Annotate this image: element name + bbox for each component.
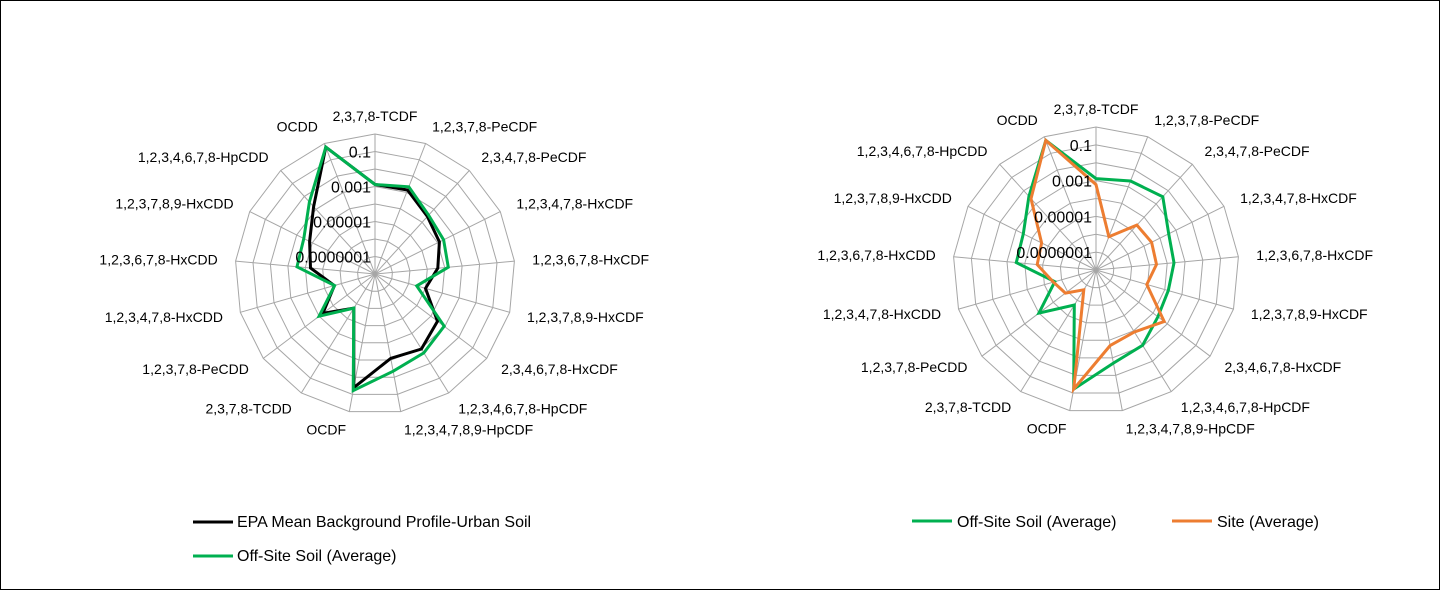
- category-label: 2,3,4,7,8-PeCDF: [1205, 143, 1310, 159]
- axis-spoke: [1095, 256, 1239, 271]
- axis-spoke: [1095, 163, 1193, 271]
- legend-label: Off-Site Soil (Average): [237, 548, 396, 565]
- category-label: 2,3,7,8-TCDD: [925, 399, 1011, 415]
- category-label: 1,2,3,4,7,8-HxCDD: [823, 306, 941, 322]
- axis-spoke: [374, 273, 488, 359]
- grid-ring: [1042, 215, 1150, 324]
- category-label: 1,2,3,7,8-PeCDD: [861, 359, 968, 375]
- legend-item: Off-Site Soil (Average): [912, 514, 1116, 531]
- radar-chart-2: 2,3,7,8-TCDF 1,2,3,7,8-PeCDF 2,3,4,7,8-PeC…: [817, 101, 1373, 531]
- legend-label: EPA Mean Background Profile-Urban Soil: [237, 514, 531, 531]
- axis-spoke: [1095, 269, 1234, 310]
- category-label: 1,2,3,4,6,7,8-HpCDD: [138, 149, 269, 165]
- category-label: 1,2,3,7,8,9-HxCDF: [1251, 306, 1368, 322]
- series-line: [1014, 137, 1176, 392]
- grid-ring: [1006, 180, 1186, 359]
- category-label: 1,2,3,4,7,8-HxCDF: [516, 196, 633, 212]
- legend-item: Site (Average): [1172, 514, 1319, 531]
- category-label: 1,2,3,7,8-PeCDD: [142, 361, 249, 377]
- category-label: 1,2,3,7,8-PeCDF: [432, 119, 537, 135]
- tick-label: 0.1: [1070, 138, 1092, 155]
- tick-label: 0.00001: [313, 215, 371, 232]
- category-label: 1,2,3,7,8,9-HxCDF: [527, 309, 644, 325]
- category-label: 1,2,3,4,7,8-HxCDD: [105, 309, 223, 325]
- tick-label: 0.1: [349, 145, 371, 162]
- axis-spoke: [374, 170, 470, 275]
- series-line: [1029, 137, 1167, 394]
- series-line: [295, 144, 450, 394]
- axis-spoke: [1095, 136, 1149, 271]
- grid-ring: [322, 220, 428, 327]
- grid-ring: [269, 168, 481, 378]
- axis-spoke: [374, 211, 501, 275]
- axis-spoke: [958, 269, 1097, 310]
- grid-ring: [339, 238, 411, 309]
- tick-label: 0.00001: [1034, 209, 1092, 226]
- axis-spoke: [1095, 269, 1123, 411]
- grid-ring: [304, 203, 446, 344]
- category-label: 1,2,3,7,8,9-HxCDD: [115, 196, 233, 212]
- tick-label: 0.0000001: [1016, 245, 1092, 262]
- tick-label: 0.001: [331, 180, 371, 197]
- grid-ring: [235, 133, 515, 413]
- category-label: 1,2,3,6,7,8-HxCDD: [99, 251, 217, 267]
- category-label: 1,2,3,6,7,8-HxCDF: [532, 251, 649, 267]
- category-label: OCDF: [1027, 420, 1067, 436]
- category-label: OCDD: [277, 119, 318, 135]
- axis-spoke: [374, 143, 427, 275]
- category-label: 1,2,3,4,7,8-HxCDF: [1240, 190, 1357, 206]
- category-label: 1,2,3,4,6,7,8-HpCDF: [1181, 399, 1310, 415]
- legend-item: Off-Site Soil (Average): [193, 548, 396, 565]
- grid-ring: [252, 150, 498, 395]
- category-label: 1,2,3,4,6,7,8-HpCDF: [458, 400, 587, 416]
- legend-item: EPA Mean Background Profile-Urban Soil: [193, 514, 531, 531]
- category-label: 2,3,4,6,7,8-HxCDF: [1225, 359, 1342, 375]
- grid-ring: [1059, 233, 1133, 306]
- category-label: 2,3,7,8-TCDD: [205, 400, 291, 416]
- grid-ring: [1024, 197, 1168, 341]
- category-label: 2,3,4,6,7,8-HxCDF: [501, 361, 618, 377]
- category-label: OCDF: [306, 421, 346, 437]
- category-label: 1,2,3,4,7,8,9-HpCDF: [404, 421, 533, 437]
- grid-ring: [970, 144, 1222, 394]
- axis-spoke: [235, 260, 376, 275]
- category-label: OCDD: [997, 112, 1038, 128]
- grid-ring: [357, 255, 393, 292]
- legend-label: Site (Average): [1217, 514, 1319, 531]
- category-label: 1,2,3,7,8-PeCDF: [1154, 112, 1259, 128]
- category-label: 1,2,3,6,7,8-HxCDF: [1256, 247, 1373, 263]
- axis-spoke: [374, 260, 515, 275]
- axis-spoke: [280, 170, 376, 275]
- axis-spoke: [374, 273, 450, 394]
- axis-spoke: [374, 273, 510, 313]
- axis-spoke: [300, 273, 376, 394]
- axis-spoke: [374, 273, 402, 412]
- axis-spoke: [1043, 136, 1097, 271]
- category-label: 2,3,4,7,8-PeCDF: [481, 149, 586, 165]
- axis-spoke: [999, 163, 1097, 271]
- category-label: 1,2,3,4,6,7,8-HpCDD: [857, 143, 988, 159]
- axis-spoke: [953, 256, 1097, 271]
- radar-chart-1: 2,3,7,8-TCDF 1,2,3,7,8-PeCDF 2,3,4,7,8-PeC…: [99, 108, 649, 565]
- category-label: 2,3,7,8-TCDF: [1054, 101, 1139, 117]
- axis-spoke: [967, 205, 1097, 271]
- axis-spoke: [1095, 205, 1225, 271]
- tick-label: 0.0000001: [295, 250, 371, 267]
- series-line: [308, 144, 441, 391]
- axis-spoke: [249, 211, 376, 275]
- category-label: 1,2,3,4,7,8,9-HpCDF: [1126, 420, 1255, 436]
- axis-spoke: [1095, 269, 1211, 357]
- axis-spoke: [240, 273, 376, 313]
- grid-ring: [287, 185, 463, 361]
- grid-ring: [1077, 251, 1115, 289]
- tick-label: 0.001: [1052, 174, 1092, 191]
- category-label: 2,3,7,8-TCDF: [333, 108, 418, 124]
- legend-label: Off-Site Soil (Average): [957, 514, 1116, 531]
- category-label: 1,2,3,6,7,8-HxCDD: [817, 247, 935, 263]
- axis-spoke: [323, 143, 376, 275]
- category-label: 1,2,3,7,8,9-HxCDD: [834, 190, 952, 206]
- grid-ring: [953, 126, 1239, 412]
